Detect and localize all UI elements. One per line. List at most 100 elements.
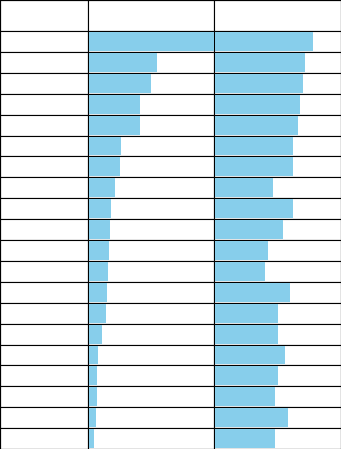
Bar bbox=[215, 220, 282, 239]
Bar bbox=[215, 115, 297, 135]
Text: Lahti: Lahti bbox=[3, 163, 25, 172]
Bar bbox=[214, 428, 341, 449]
Bar bbox=[214, 31, 341, 52]
Text: 3,1: 3,1 bbox=[217, 163, 234, 172]
Bar bbox=[89, 158, 120, 176]
Bar bbox=[0, 0, 88, 31]
Bar bbox=[215, 241, 267, 260]
Text: 1,6 %: 1,6 % bbox=[182, 371, 212, 380]
Bar bbox=[215, 136, 293, 155]
Text: 3,0: 3,0 bbox=[217, 288, 234, 297]
Bar bbox=[214, 156, 341, 177]
Text: Mikkeli: Mikkeli bbox=[3, 392, 33, 401]
Bar bbox=[88, 407, 214, 428]
Text: 3,4: 3,4 bbox=[217, 100, 234, 109]
Bar bbox=[0, 219, 88, 240]
Bar bbox=[214, 52, 341, 73]
Text: Tampere: Tampere bbox=[3, 79, 40, 88]
Text: 2,8: 2,8 bbox=[217, 351, 234, 360]
Bar bbox=[0, 303, 88, 324]
Bar bbox=[88, 52, 214, 73]
Text: Lappeenranta: Lappeenranta bbox=[3, 330, 64, 339]
Bar bbox=[0, 324, 88, 344]
Bar bbox=[0, 365, 88, 386]
Bar bbox=[88, 344, 214, 365]
Bar bbox=[88, 198, 214, 219]
Bar bbox=[0, 73, 88, 94]
Text: 2,5: 2,5 bbox=[217, 330, 234, 339]
Text: Hämeenlinna: Hämeenlinna bbox=[3, 183, 61, 192]
Bar bbox=[214, 261, 341, 282]
Text: joukkoliikenteeseen: joukkoliikenteeseen bbox=[217, 14, 307, 23]
Bar bbox=[89, 74, 151, 92]
Text: 3,3 %: 3,3 % bbox=[183, 308, 212, 317]
Text: 3,3: 3,3 bbox=[217, 120, 234, 130]
Bar bbox=[215, 408, 287, 427]
Bar bbox=[89, 387, 97, 406]
Bar bbox=[215, 429, 275, 448]
Bar bbox=[0, 386, 88, 407]
Bar bbox=[89, 325, 102, 343]
Bar bbox=[88, 156, 214, 177]
Text: Espoo: Espoo bbox=[3, 58, 29, 67]
Bar bbox=[215, 345, 285, 365]
Text: 1,5 %: 1,5 % bbox=[182, 392, 212, 401]
Bar bbox=[88, 94, 214, 114]
Bar bbox=[0, 282, 88, 303]
Text: 4,2 %: 4,2 % bbox=[182, 225, 212, 234]
Bar bbox=[214, 219, 341, 240]
Bar bbox=[214, 136, 341, 156]
Bar bbox=[89, 262, 108, 281]
Text: Joensuu: Joensuu bbox=[3, 413, 38, 422]
Bar bbox=[214, 73, 341, 94]
Bar bbox=[89, 32, 214, 51]
Text: 3,5: 3,5 bbox=[217, 79, 234, 88]
Text: Oulu: Oulu bbox=[3, 225, 24, 234]
Text: Vaasa: Vaasa bbox=[3, 246, 29, 255]
Bar bbox=[88, 365, 214, 386]
Text: 2,4: 2,4 bbox=[217, 434, 234, 443]
Bar bbox=[89, 408, 95, 427]
Bar bbox=[89, 199, 111, 218]
Bar bbox=[215, 283, 290, 302]
Bar bbox=[88, 73, 214, 94]
Text: 12,2 %: 12,2 % bbox=[176, 79, 212, 88]
Text: 5,1 %: 5,1 % bbox=[182, 183, 212, 192]
Text: 3,1: 3,1 bbox=[217, 204, 234, 213]
Bar bbox=[214, 407, 341, 428]
Bar bbox=[214, 0, 341, 31]
Text: 24,7 %: 24,7 % bbox=[176, 37, 212, 46]
Bar bbox=[215, 366, 278, 385]
Text: Joukkoliikenteen: Joukkoliikenteen bbox=[91, 5, 165, 14]
Text: 6,1 %: 6,1 % bbox=[182, 163, 212, 172]
Text: 6,3 %: 6,3 % bbox=[182, 141, 212, 150]
Bar bbox=[214, 365, 341, 386]
Bar bbox=[214, 324, 341, 344]
Bar bbox=[88, 0, 214, 31]
Text: Kotka: Kotka bbox=[3, 288, 27, 297]
Text: Pori: Pori bbox=[3, 351, 19, 360]
Bar bbox=[214, 198, 341, 219]
Bar bbox=[88, 303, 214, 324]
Text: 4,3 %: 4,3 % bbox=[182, 204, 212, 213]
Bar bbox=[215, 158, 293, 176]
Bar bbox=[0, 261, 88, 282]
Bar bbox=[214, 282, 341, 303]
Bar bbox=[214, 344, 341, 365]
Bar bbox=[88, 282, 214, 303]
Bar bbox=[89, 304, 106, 322]
Bar bbox=[89, 241, 109, 260]
Bar bbox=[215, 199, 293, 218]
Text: 2,7: 2,7 bbox=[217, 225, 234, 234]
Text: 3,9: 3,9 bbox=[217, 37, 234, 46]
Text: Tyytyväisyys: Tyytyväisyys bbox=[217, 5, 274, 14]
Bar bbox=[215, 262, 265, 281]
Text: Kouvola: Kouvola bbox=[3, 308, 38, 317]
Text: Salo: Salo bbox=[3, 371, 22, 380]
Bar bbox=[0, 52, 88, 73]
Text: 1,7 %: 1,7 % bbox=[182, 351, 212, 360]
Text: 2,4: 2,4 bbox=[217, 392, 234, 401]
Bar bbox=[89, 220, 110, 239]
Text: 3,6 %: 3,6 % bbox=[182, 288, 212, 297]
Bar bbox=[215, 32, 312, 51]
